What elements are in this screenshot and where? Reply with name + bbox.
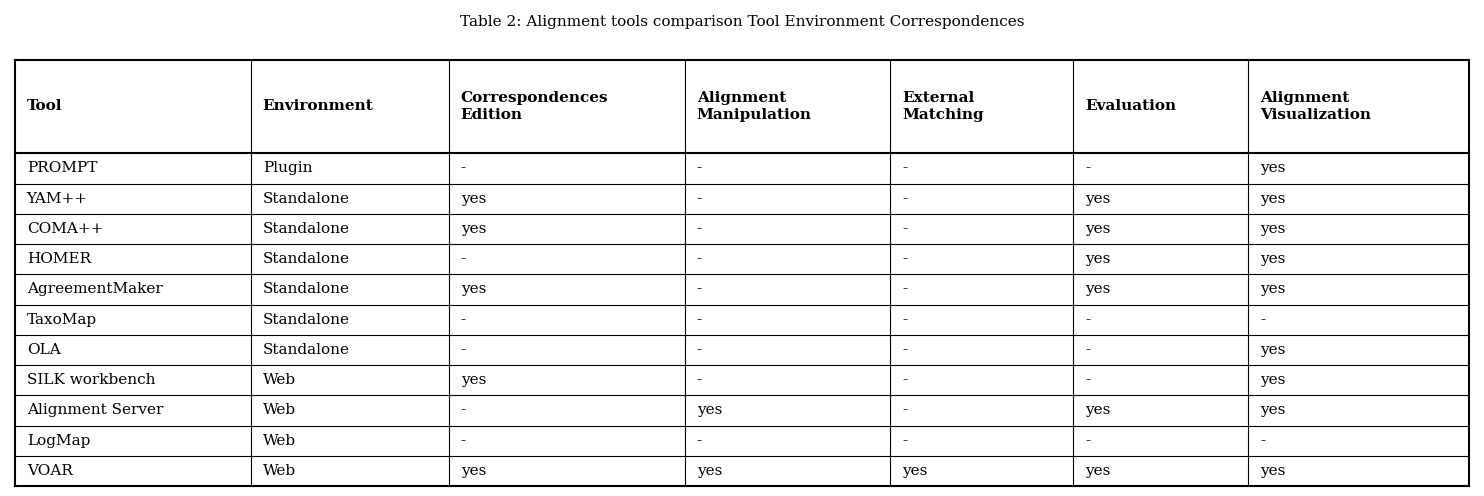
Text: Alignment
Manipulation: Alignment Manipulation xyxy=(697,91,812,122)
Text: OLA: OLA xyxy=(27,343,61,357)
Text: Web: Web xyxy=(263,373,295,387)
Text: yes: yes xyxy=(1260,464,1285,478)
Text: -: - xyxy=(902,373,908,387)
Text: Standalone: Standalone xyxy=(263,252,350,266)
Text: COMA++: COMA++ xyxy=(27,222,102,236)
Text: -: - xyxy=(460,403,466,418)
Text: Evaluation: Evaluation xyxy=(1085,99,1177,114)
Text: yes: yes xyxy=(1085,252,1110,266)
Text: Standalone: Standalone xyxy=(263,343,350,357)
Text: -: - xyxy=(697,192,702,206)
Text: yes: yes xyxy=(460,373,487,387)
Text: Plugin: Plugin xyxy=(263,162,312,176)
Text: Web: Web xyxy=(263,464,295,478)
Text: yes: yes xyxy=(1260,222,1285,236)
Text: -: - xyxy=(697,162,702,176)
Text: -: - xyxy=(1260,434,1266,448)
Text: -: - xyxy=(902,312,908,327)
Text: PROMPT: PROMPT xyxy=(27,162,96,176)
Text: -: - xyxy=(902,403,908,418)
Text: -: - xyxy=(460,343,466,357)
Text: yes: yes xyxy=(697,464,723,478)
Text: -: - xyxy=(697,252,702,266)
Text: LogMap: LogMap xyxy=(27,434,91,448)
Text: yes: yes xyxy=(1260,343,1285,357)
Text: Standalone: Standalone xyxy=(263,192,350,206)
Text: yes: yes xyxy=(1260,403,1285,418)
Text: HOMER: HOMER xyxy=(27,252,91,266)
Text: SILK workbench: SILK workbench xyxy=(27,373,156,387)
Text: -: - xyxy=(902,343,908,357)
Text: Standalone: Standalone xyxy=(263,312,350,327)
Text: Alignment
Visualization: Alignment Visualization xyxy=(1260,91,1371,122)
Text: -: - xyxy=(697,283,702,297)
Text: Standalone: Standalone xyxy=(263,222,350,236)
Text: yes: yes xyxy=(1085,403,1110,418)
Text: -: - xyxy=(1085,312,1091,327)
Text: Alignment Server: Alignment Server xyxy=(27,403,163,418)
Text: -: - xyxy=(460,252,466,266)
Text: -: - xyxy=(697,373,702,387)
Text: -: - xyxy=(697,312,702,327)
Text: yes: yes xyxy=(1085,222,1110,236)
Text: YAM++: YAM++ xyxy=(27,192,88,206)
Text: -: - xyxy=(460,312,466,327)
Text: VOAR: VOAR xyxy=(27,464,73,478)
Text: yes: yes xyxy=(1085,192,1110,206)
Text: yes: yes xyxy=(460,222,487,236)
Text: yes: yes xyxy=(697,403,723,418)
Text: External
Matching: External Matching xyxy=(902,91,984,122)
Text: Web: Web xyxy=(263,403,295,418)
Text: -: - xyxy=(1085,162,1091,176)
Text: yes: yes xyxy=(1085,283,1110,297)
Text: Standalone: Standalone xyxy=(263,283,350,297)
Text: -: - xyxy=(902,162,908,176)
Text: -: - xyxy=(1260,312,1266,327)
Text: -: - xyxy=(1085,343,1091,357)
Text: yes: yes xyxy=(1260,283,1285,297)
Text: -: - xyxy=(460,434,466,448)
Text: yes: yes xyxy=(460,283,487,297)
Text: yes: yes xyxy=(1260,252,1285,266)
Text: TaxoMap: TaxoMap xyxy=(27,312,96,327)
Text: Environment: Environment xyxy=(263,99,374,114)
Text: -: - xyxy=(902,434,908,448)
Text: -: - xyxy=(902,252,908,266)
Text: Web: Web xyxy=(263,434,295,448)
Text: -: - xyxy=(697,222,702,236)
Text: AgreementMaker: AgreementMaker xyxy=(27,283,162,297)
Text: yes: yes xyxy=(1260,373,1285,387)
Text: Correspondences
Edition: Correspondences Edition xyxy=(460,91,608,122)
Text: yes: yes xyxy=(1260,192,1285,206)
Text: yes: yes xyxy=(460,192,487,206)
Text: -: - xyxy=(902,222,908,236)
Text: Tool: Tool xyxy=(27,99,62,114)
Text: yes: yes xyxy=(1260,162,1285,176)
Text: -: - xyxy=(902,192,908,206)
Text: -: - xyxy=(1085,373,1091,387)
Text: yes: yes xyxy=(1085,464,1110,478)
Text: -: - xyxy=(1085,434,1091,448)
Text: -: - xyxy=(697,343,702,357)
Text: -: - xyxy=(902,283,908,297)
Text: yes: yes xyxy=(902,464,928,478)
Text: Table 2: Alignment tools comparison Tool Environment Correspondences: Table 2: Alignment tools comparison Tool… xyxy=(460,15,1024,29)
Text: -: - xyxy=(697,434,702,448)
Text: -: - xyxy=(460,162,466,176)
Text: yes: yes xyxy=(460,464,487,478)
